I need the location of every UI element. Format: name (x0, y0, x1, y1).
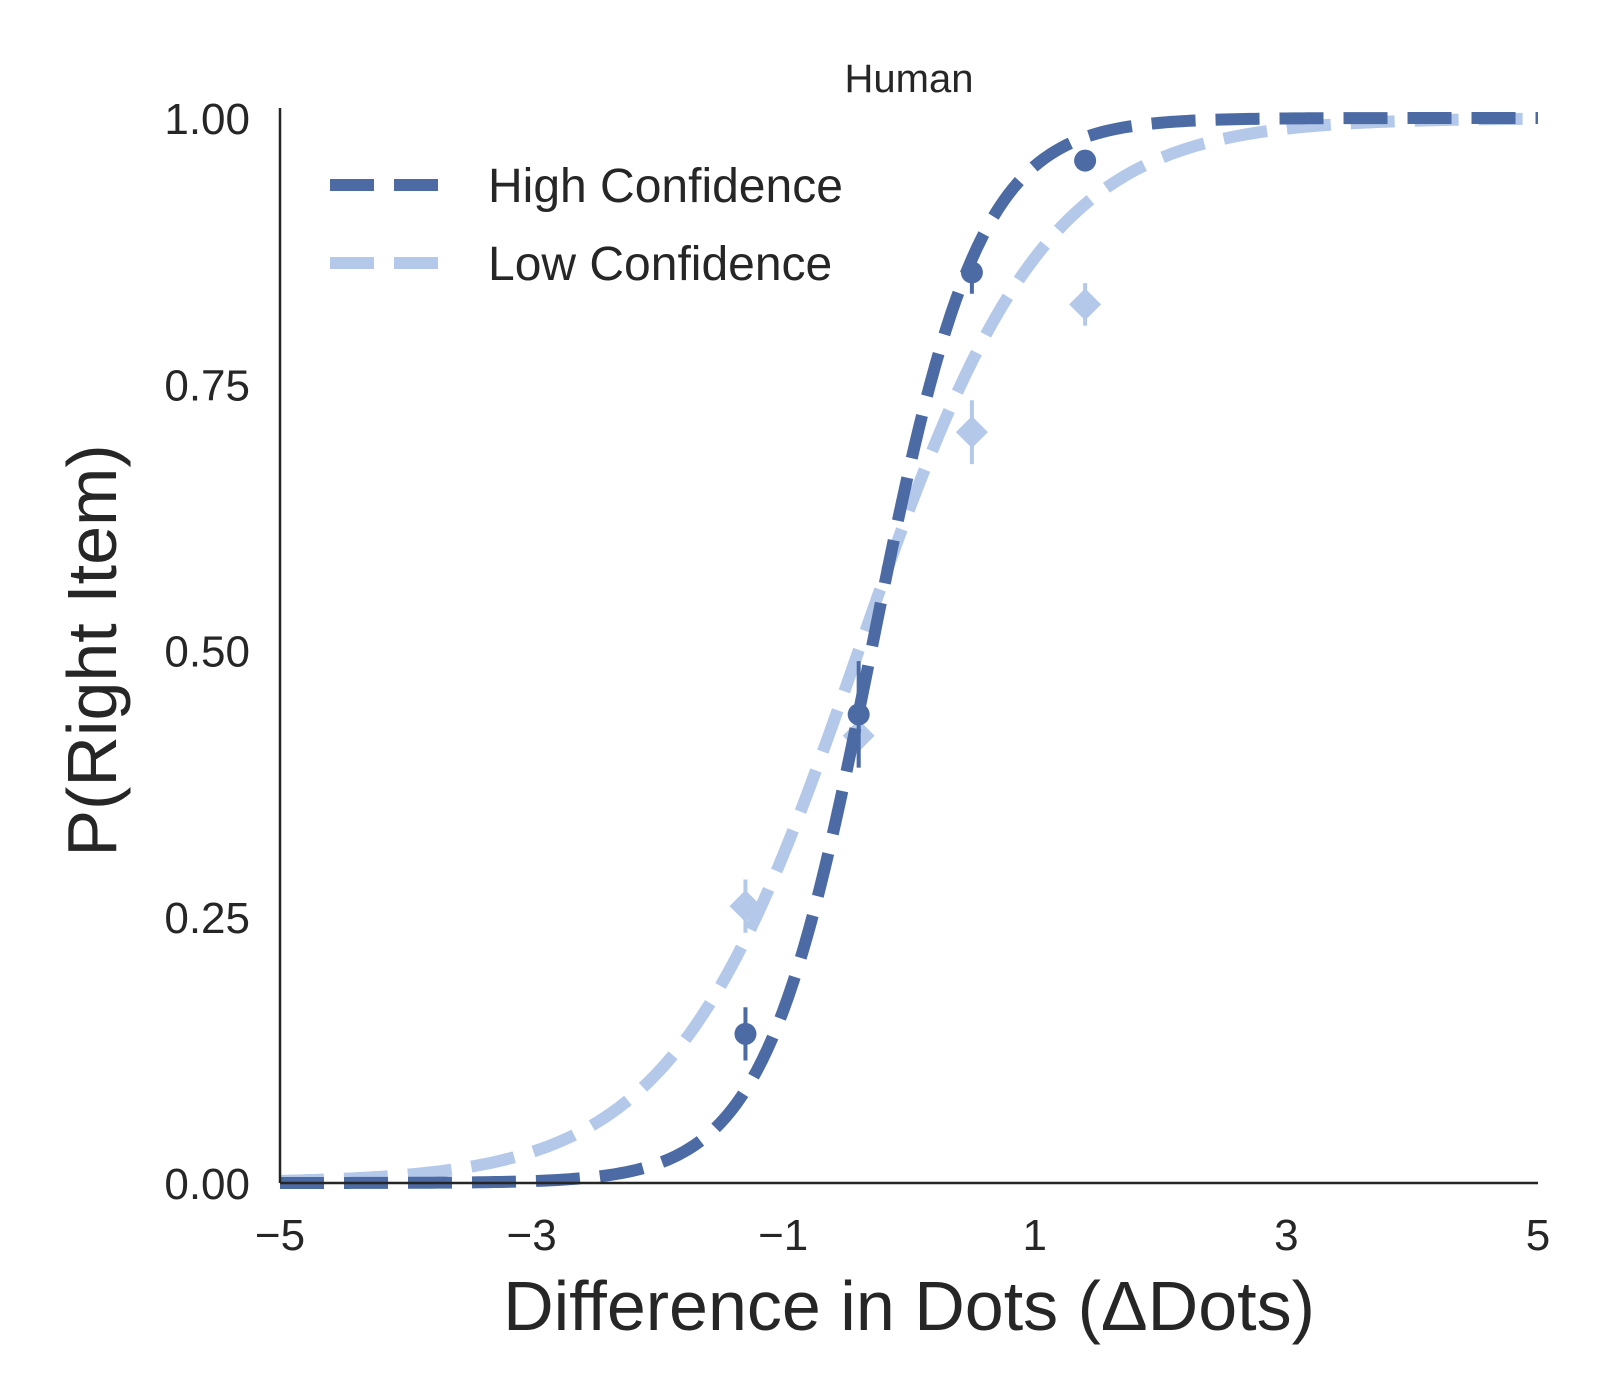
x-axis-label: Difference in Dots (ΔDots) (503, 1267, 1315, 1345)
data-point (955, 416, 988, 449)
x-tick-label: −1 (758, 1211, 808, 1260)
series-high-confidence (280, 112, 1538, 1189)
x-tick-label: −3 (507, 1211, 557, 1260)
data-point (960, 261, 983, 284)
data-point (729, 890, 762, 923)
x-tick-label: −5 (255, 1211, 305, 1260)
plot-area (279, 112, 1539, 1189)
x-tick-label: 3 (1274, 1211, 1298, 1260)
y-axis-label: P(Right Item) (53, 444, 131, 856)
data-point (1074, 149, 1097, 172)
x-tick-label: 1 (1023, 1211, 1047, 1260)
legend-label: High Confidence (488, 160, 843, 213)
x-tick-label: 5 (1526, 1211, 1550, 1260)
series-line (279, 112, 1539, 1187)
x-axis-ticks: −5 −3 −1 1 3 5 (255, 1211, 1550, 1260)
y-tick-label: 0.75 (164, 361, 250, 410)
series-line (280, 112, 1538, 1189)
y-tick-label: 1.00 (164, 95, 250, 144)
y-tick-label: 0.50 (164, 628, 250, 677)
data-point (847, 703, 870, 726)
chart-title: Human (845, 57, 974, 101)
data-point (734, 1022, 757, 1045)
data-point (1069, 288, 1102, 321)
y-tick-label: 0.00 (164, 1160, 250, 1209)
y-axis-ticks: 0.00 0.25 0.50 0.75 1.00 (164, 95, 250, 1209)
legend-label: Low Confidence (488, 238, 832, 291)
y-tick-label: 0.25 (164, 894, 250, 943)
legend: High Confidence Low Confidence (330, 160, 843, 291)
series-low-confidence (279, 112, 1539, 1187)
